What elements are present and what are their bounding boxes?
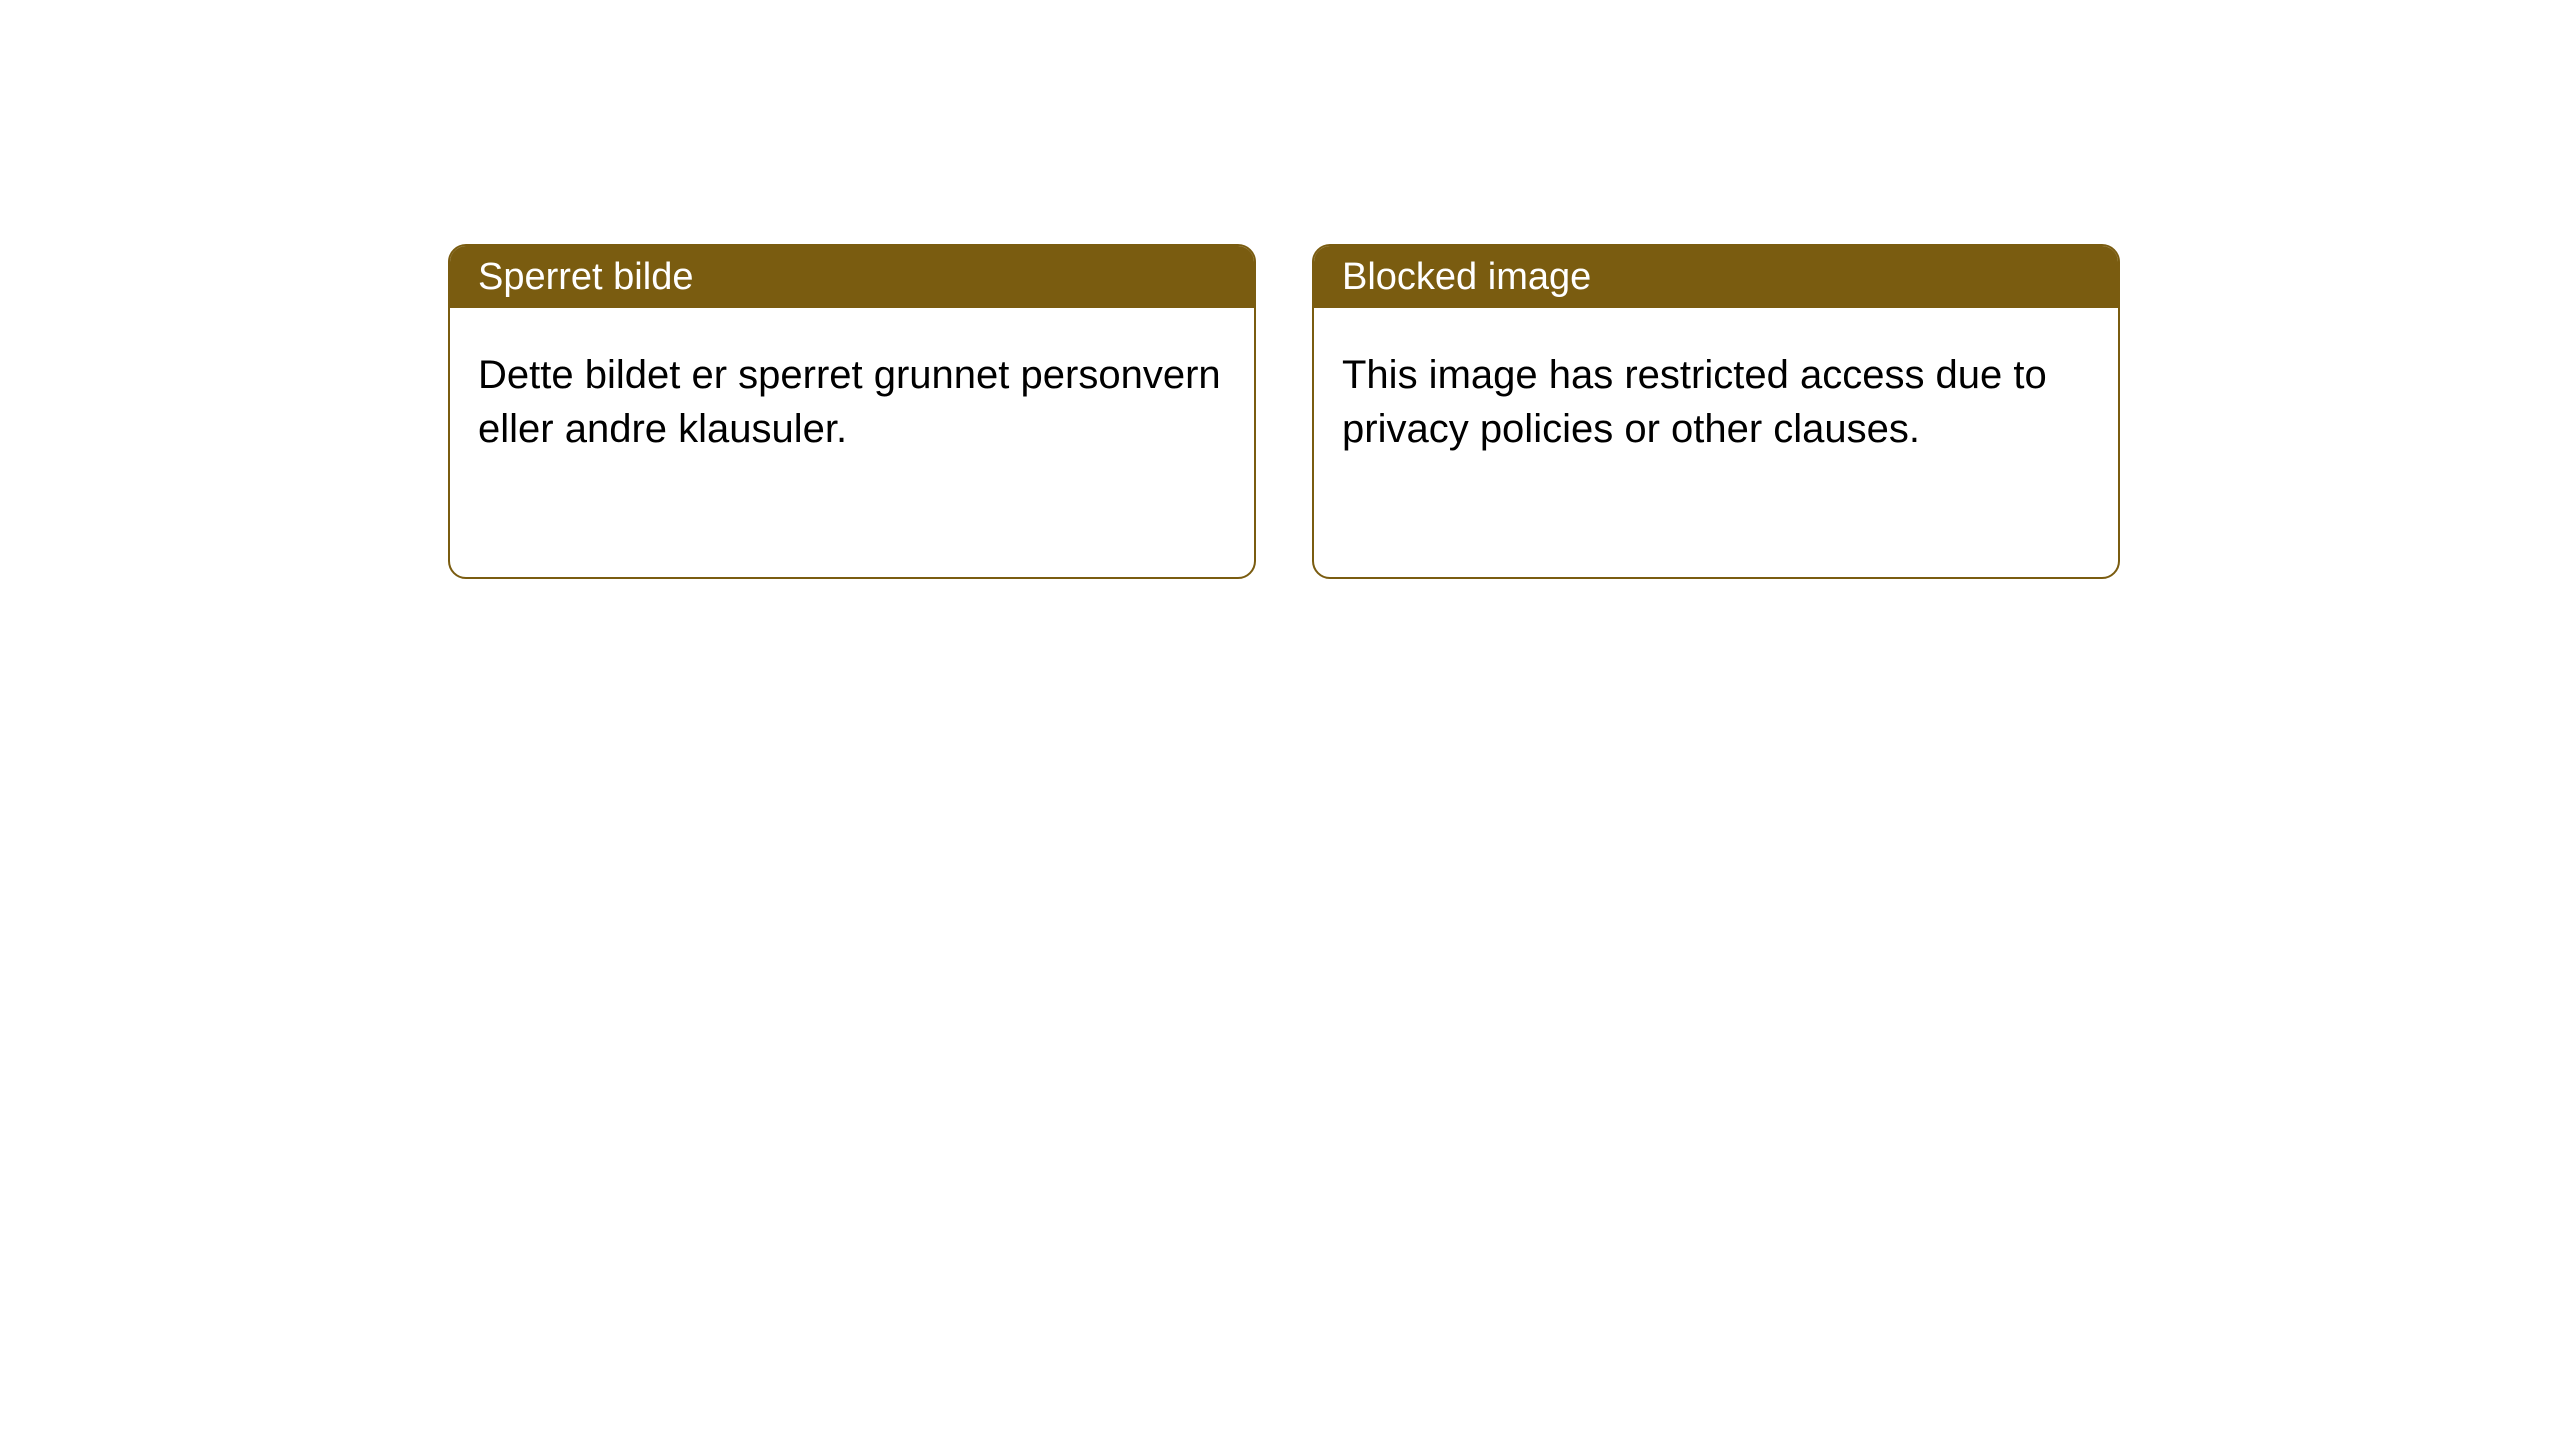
card-message-en: This image has restricted access due to … <box>1342 353 2047 451</box>
card-title-no: Sperret bilde <box>478 256 693 299</box>
card-header-en: Blocked image <box>1314 246 2118 308</box>
notice-container: Sperret bilde Dette bildet er sperret gr… <box>0 0 2560 579</box>
card-header-no: Sperret bilde <box>450 246 1254 308</box>
blocked-image-card-en: Blocked image This image has restricted … <box>1312 244 2120 579</box>
card-message-no: Dette bildet er sperret grunnet personve… <box>478 353 1221 451</box>
card-title-en: Blocked image <box>1342 256 1591 299</box>
card-body-en: This image has restricted access due to … <box>1314 308 2118 496</box>
blocked-image-card-no: Sperret bilde Dette bildet er sperret gr… <box>448 244 1256 579</box>
card-body-no: Dette bildet er sperret grunnet personve… <box>450 308 1254 496</box>
